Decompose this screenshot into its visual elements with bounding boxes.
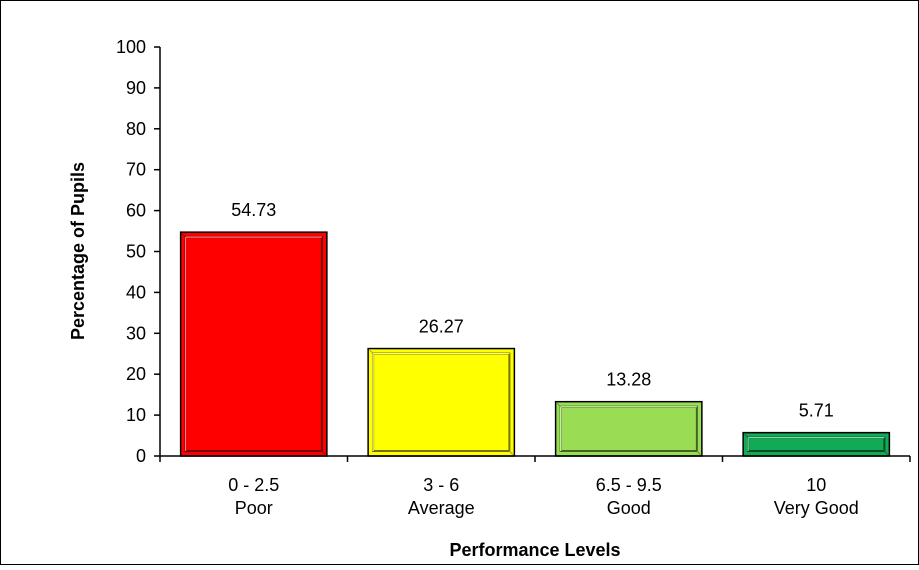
bar-fill (742, 431, 891, 457)
bar-bevel-corner (321, 450, 326, 455)
bar-bevel-corner (181, 233, 186, 238)
y-tick-label: 10 (126, 405, 146, 425)
bar-bevel-corner (696, 450, 701, 455)
y-tick-label: 60 (126, 201, 146, 221)
x-tick-label-level: Average (408, 498, 475, 518)
y-tick-label: 40 (126, 282, 146, 302)
data-label: 26.27 (419, 317, 464, 337)
bar (554, 400, 703, 457)
bar-fill (367, 347, 516, 457)
x-tick-label-level: Very Good (774, 498, 859, 518)
y-tick-label: 50 (126, 242, 146, 262)
data-labels: 54.73 26.27 13.28 5.71 (231, 200, 834, 420)
y-ticks: 0 10 20 30 40 50 60 70 80 90 100 (116, 37, 160, 466)
bar (367, 347, 516, 457)
x-tick-label-range: 10 (806, 475, 826, 495)
x-axis-title: Performance Levels (449, 540, 620, 560)
data-label: 13.28 (606, 370, 651, 390)
y-tick-label: 90 (126, 78, 146, 98)
x-tick-label-level: Good (607, 498, 651, 518)
x-tick-label-range: 6.5 - 9.5 (596, 475, 662, 495)
data-label: 5.71 (799, 401, 834, 421)
x-tick-label-level: Poor (235, 498, 273, 518)
y-axis-title: Percentage of Pupils (68, 162, 88, 340)
bar-bevel-corner (369, 349, 374, 354)
data-label: 54.73 (231, 200, 276, 220)
bar-bevel-corner (556, 402, 561, 408)
y-tick-label: 80 (126, 119, 146, 139)
bar (742, 431, 891, 457)
bars (179, 231, 891, 457)
bar-fill (554, 400, 703, 457)
x-ticks: 0 - 2.5 Poor 3 - 6 Average 6.5 - 9.5 Good 10 Ve… (159, 456, 911, 518)
y-tick-label: 30 (126, 323, 146, 343)
y-tick-label: 20 (126, 364, 146, 384)
bar (179, 231, 328, 457)
bar-fill (179, 231, 328, 457)
y-tick-label: 70 (126, 160, 146, 180)
y-tick-label: 0 (136, 446, 146, 466)
x-tick-label-range: 0 - 2.5 (228, 475, 279, 495)
y-tick-label: 100 (116, 37, 146, 57)
bar-bevel-corner (884, 450, 889, 455)
x-tick-label-range: 3 - 6 (423, 475, 459, 495)
bar-bevel-corner (744, 433, 749, 438)
bar-bevel-corner (509, 450, 514, 455)
